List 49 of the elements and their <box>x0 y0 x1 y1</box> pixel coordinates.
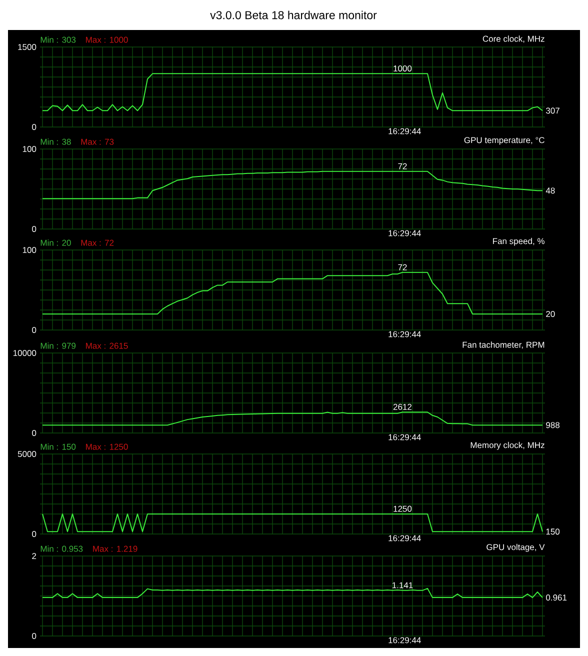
data-label: 20 <box>546 311 555 318</box>
y-tick-label: 0 <box>32 327 36 334</box>
data-label: 72 <box>398 264 407 270</box>
chart-title: Fan speed, % <box>493 238 544 246</box>
text: Min : 20 <box>40 240 71 246</box>
text: Min : 303 <box>40 36 76 43</box>
data-label: 307 <box>546 108 560 114</box>
y-tick-label: 1500 <box>18 44 36 50</box>
data-label: 0.961 <box>546 594 567 601</box>
text: 16:29:44 <box>388 331 421 338</box>
text: v3.0.0 Beta 18 hardware monitor <box>210 10 377 20</box>
text: Max : 1000 <box>86 36 128 43</box>
data-label: 72 <box>398 163 407 170</box>
text: Max : 1250 <box>86 444 128 450</box>
text: 16:29:44 <box>388 535 421 542</box>
y-tick-label: 0 <box>32 531 36 538</box>
y-tick-label: 10000 <box>13 350 36 356</box>
text: Max : 73 <box>81 138 114 145</box>
y-tick-label: 2 <box>32 553 36 559</box>
text: Min : 979 <box>40 342 76 349</box>
text: Max : 1.219 <box>93 546 138 552</box>
text: 16:29:44 <box>388 128 421 134</box>
y-tick-label: 100 <box>22 247 36 254</box>
data-label: 1.141 <box>392 582 413 588</box>
y-tick-label: 0 <box>32 124 36 130</box>
y-tick-label: 5000 <box>18 451 36 458</box>
data-label: 988 <box>546 422 560 428</box>
data-label: 150 <box>546 528 560 535</box>
chart-title: GPU temperature, °C <box>464 137 544 145</box>
text: 16:29:44 <box>388 230 421 236</box>
text: 16:29:44 <box>388 637 421 644</box>
y-tick-label: 100 <box>22 146 36 152</box>
text: Max : 72 <box>81 240 114 246</box>
y-tick-label: 0 <box>32 226 36 232</box>
text: Max : 2615 <box>86 342 128 349</box>
text: Min : 150 <box>40 444 76 450</box>
text: 16:29:44 <box>388 434 421 440</box>
data-label: 1250 <box>394 506 412 512</box>
data-label: 2612 <box>393 404 412 410</box>
chart-title: Memory clock, MHz <box>470 442 544 450</box>
chart-title: GPU voltage, V <box>486 544 545 552</box>
chart-title: Core clock, MHz <box>482 36 544 43</box>
text: Min : 0.953 <box>40 546 83 552</box>
y-tick-label: 0 <box>32 633 36 640</box>
data-label: 1000 <box>394 65 412 72</box>
y-tick-label: 0 <box>32 430 36 436</box>
chart-title: Fan tachometer, RPM <box>462 342 544 349</box>
text: Min : 38 <box>40 138 71 145</box>
data-label: 48 <box>546 188 555 194</box>
